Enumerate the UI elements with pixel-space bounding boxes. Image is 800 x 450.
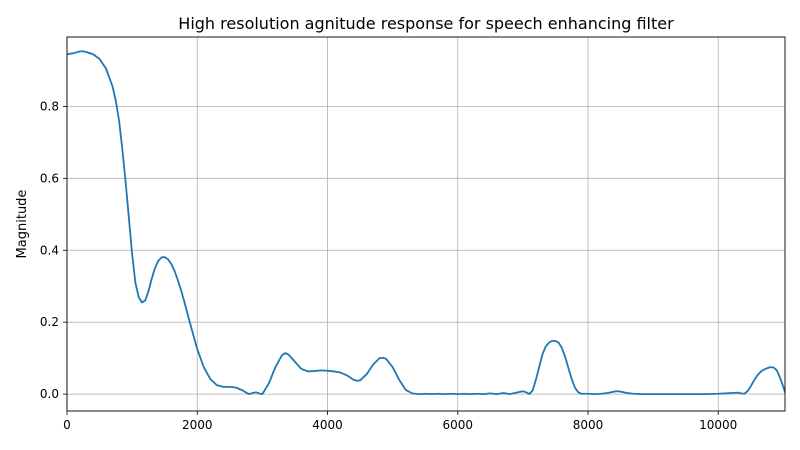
x-tick-label: 2000 — [182, 418, 213, 432]
y-tick-label: 0.6 — [40, 171, 59, 185]
series-line-0 — [67, 50, 785, 395]
x-tick-label: 6000 — [442, 418, 473, 432]
y-tick-label: 0.8 — [40, 99, 59, 113]
y-tick-label: 0.0 — [40, 387, 59, 401]
x-tick-label: 10000 — [699, 418, 737, 432]
x-tick-label: 0 — [63, 418, 71, 432]
plot-area — [67, 50, 785, 395]
y-axis-label: Magnitude — [15, 190, 30, 259]
chart-title: High resolution agnitude response for sp… — [178, 14, 674, 33]
y-tick-label: 0.4 — [40, 243, 59, 257]
axis-ticks: 0 2000 4000 6000 8000 10000 0.0 0.2 0.4 0.6 0.8 — [40, 99, 737, 432]
axes-frame — [66, 36, 786, 412]
x-tick-label: 4000 — [312, 418, 343, 432]
y-tick-label: 0.2 — [40, 315, 59, 329]
x-tick-label: 8000 — [573, 418, 604, 432]
